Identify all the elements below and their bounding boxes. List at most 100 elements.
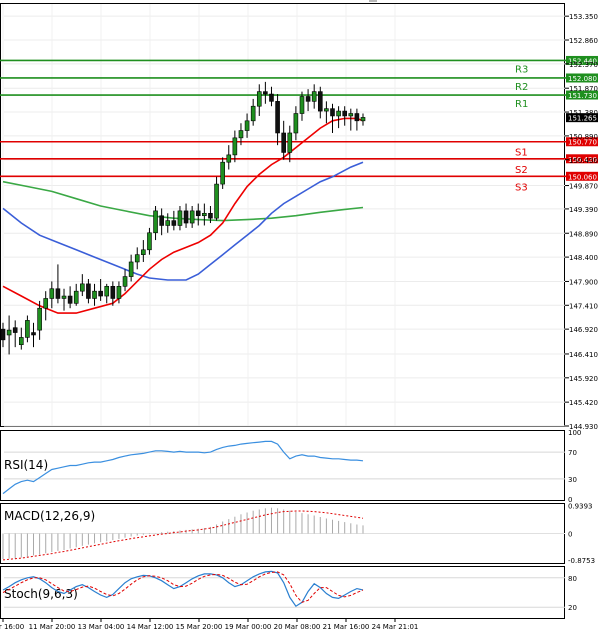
level-price-label: 151.730 xyxy=(568,92,597,100)
candle-bull xyxy=(250,105,256,122)
current-price-tag xyxy=(566,113,598,123)
candle-bear xyxy=(55,288,61,299)
macd-tick-label: 0 xyxy=(568,531,572,539)
ma-red-line xyxy=(2,117,364,314)
y-tick-label: 149.390 xyxy=(569,206,598,214)
candle-bull xyxy=(122,276,128,287)
candle-bull xyxy=(220,161,225,185)
level-price-label: 150.420 xyxy=(568,156,597,164)
candle-bear xyxy=(263,91,268,95)
candle-bear xyxy=(354,113,360,122)
level-price-tag xyxy=(566,73,598,83)
x-tick-label: 21 Mar 16:00 xyxy=(323,623,370,631)
y-tick-label: 147.410 xyxy=(569,302,598,310)
y-tick-label: 150.890 xyxy=(569,133,598,141)
y-tick-label: 144.930 xyxy=(569,423,598,431)
candle-bull xyxy=(324,108,329,112)
x-tick-label: 13 Mar 04:00 xyxy=(78,623,125,631)
rsi-line xyxy=(2,440,364,495)
macd-title: MACD(12,26,9) xyxy=(4,509,95,523)
rsi-tick-label: 0 xyxy=(568,496,572,504)
candle-bull xyxy=(238,130,244,139)
candle-bull xyxy=(73,290,79,304)
candle-bear xyxy=(110,286,116,299)
level-price-tag xyxy=(566,137,598,147)
rsi-tick-label: 100 xyxy=(568,429,581,437)
y-tick-label: 146.920 xyxy=(569,326,598,334)
candle-bear xyxy=(305,96,311,102)
rsi-tick-label: 30 xyxy=(568,476,577,484)
y-tick-label: 145.420 xyxy=(569,399,598,407)
candle-bull xyxy=(80,283,85,292)
y-tick-label: 147.900 xyxy=(569,278,598,286)
rsi-panel xyxy=(0,430,565,501)
candle-bull xyxy=(19,337,24,346)
level-price-label: 152.080 xyxy=(568,75,597,83)
candle-bull xyxy=(141,249,146,255)
candle-bull xyxy=(202,212,207,217)
candle-bull xyxy=(128,261,134,277)
rsi-title: RSI(14) xyxy=(4,458,48,472)
rsi-tick-label: 70 xyxy=(568,449,577,457)
candle-bear xyxy=(98,290,103,297)
candle-bear xyxy=(208,212,213,219)
level-price-tag xyxy=(566,90,598,100)
level-name-s1: S1 xyxy=(515,148,528,159)
x-tick-label: 20 Mar 08:00 xyxy=(274,623,321,631)
candle-bull xyxy=(336,110,341,117)
candle-bull xyxy=(311,91,317,102)
level-price-label: 150.060 xyxy=(568,173,597,181)
candle-bull xyxy=(104,286,110,297)
candle-bull xyxy=(43,298,49,309)
candle-bear xyxy=(12,327,18,333)
candle-bull xyxy=(37,307,42,331)
level-name-r2: R2 xyxy=(515,82,528,93)
candle-bull xyxy=(360,117,366,122)
stoch-k-line xyxy=(2,570,364,608)
candle-bear xyxy=(159,215,164,226)
candle-bear xyxy=(275,101,280,134)
y-tick-label: 152.860 xyxy=(569,37,598,45)
y-tick-label: 151.870 xyxy=(569,85,598,93)
candle-bull xyxy=(256,91,262,107)
candle-bear xyxy=(67,295,73,304)
y-tick-label: 153.350 xyxy=(569,13,598,21)
candle-bull xyxy=(134,254,140,263)
candle-bull xyxy=(244,120,250,131)
candle-bull xyxy=(147,232,152,251)
stoch-title: Stoch(9,6,3) xyxy=(4,587,78,601)
level-name-r1: R1 xyxy=(515,99,528,110)
level-price-tag xyxy=(566,171,598,181)
stoch-tick-label: 80 xyxy=(568,575,577,583)
x-tick-label: 15 Mar 20:00 xyxy=(176,623,223,631)
candle-bear xyxy=(31,332,36,336)
candle-bull xyxy=(214,183,219,219)
candle-bull xyxy=(49,288,55,299)
candle-bear xyxy=(317,91,323,112)
macd-tick-label: -0.8753 xyxy=(568,557,595,565)
level-price-tag xyxy=(566,55,598,65)
candle-bear xyxy=(86,283,91,299)
candle-bull xyxy=(116,286,122,299)
candle-bear xyxy=(330,108,335,117)
level-price-label: 150.770 xyxy=(568,139,597,147)
candle-bull xyxy=(293,113,299,134)
macd-tick-label: 0.9393 xyxy=(568,502,593,510)
candle-bear xyxy=(0,328,6,341)
x-tick-label: 19 Mar 00:00 xyxy=(225,623,272,631)
candle-bull xyxy=(299,96,305,114)
macd-signal-line xyxy=(2,510,364,561)
x-tick-label: 11 Mar 20:00 xyxy=(29,623,76,631)
level-name-r3: R3 xyxy=(515,64,528,75)
stoch-d-line xyxy=(2,571,364,603)
x-tick-label: 24 Mar 21:01 xyxy=(372,623,419,631)
y-tick-label: 148.400 xyxy=(569,254,598,262)
candle-bull xyxy=(61,295,67,299)
candle-bull xyxy=(348,113,354,117)
candle-bull xyxy=(92,290,97,299)
candle-bear xyxy=(195,210,201,217)
stoch-tick-label: 20 xyxy=(568,604,577,612)
candle-bull xyxy=(6,329,12,336)
y-tick-label: 149.870 xyxy=(569,183,598,191)
